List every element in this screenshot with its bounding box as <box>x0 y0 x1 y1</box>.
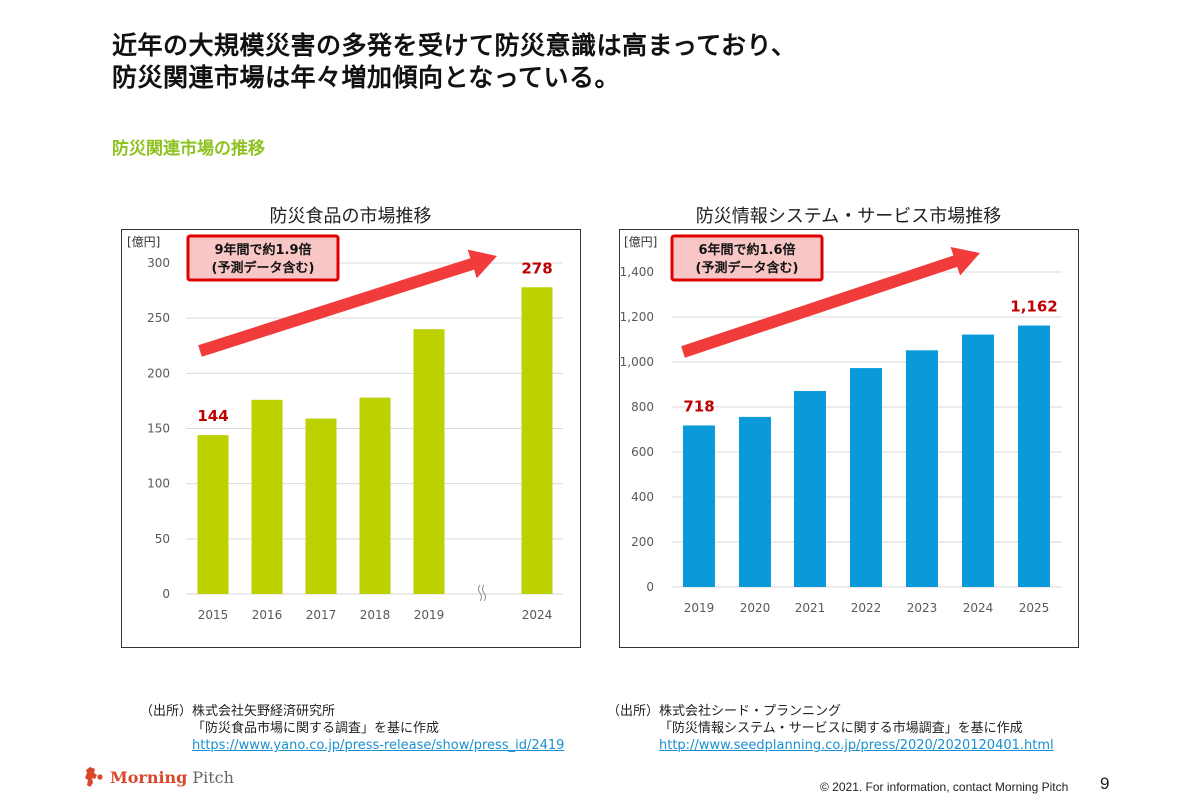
axis-break-symbol <box>482 584 486 602</box>
x-tick-label: 2021 <box>795 601 826 615</box>
source-report: 「防災食品市場に関する調査」を基に作成 <box>192 721 440 736</box>
source-report: 「防災情報システム・サービスに関する市場調査」を基に作成 <box>659 721 1023 736</box>
bar-2021 <box>794 391 826 587</box>
data-label: 718 <box>683 397 714 415</box>
bar-2025 <box>1018 325 1050 587</box>
chart-food: 0 50 100 150 200 250 300 [億円] 2015 2016 2017 2018 20… <box>127 234 563 622</box>
x-tick-label: 2019 <box>684 601 715 615</box>
bar-2019 <box>413 329 445 594</box>
y-tick-label: 1,400 <box>620 265 654 279</box>
bar-2023 <box>906 350 938 587</box>
chart-title-info: 防災情報システム・サービス市場推移 <box>695 206 1002 227</box>
source-link[interactable]: http://www.seedplanning.co.jp/press/2020… <box>659 738 1054 753</box>
x-tick-label: 2020 <box>740 601 771 615</box>
y-tick-label: 0 <box>646 580 654 594</box>
callout-line-2: (予測データ含む) <box>696 260 799 276</box>
y-tick-label: 0 <box>162 587 170 601</box>
y-tick-label: 600 <box>631 445 654 459</box>
section-title: 防災関連市場の推移 <box>112 139 265 159</box>
y-tick-label: 50 <box>155 532 170 546</box>
headline-line-1: 近年の大規模災害の多発を受けて防災意識は高まっており、 <box>112 31 797 60</box>
y-tick-label: 150 <box>147 422 170 436</box>
bar-2022 <box>850 368 882 587</box>
headline-line-2: 防災関連市場は年々増加傾向となっている。 <box>112 63 621 92</box>
x-tick-label: 2022 <box>851 601 882 615</box>
chart-info: 0 200 400 600 800 1,000 1,200 1,400 [億円] 2019 2020… <box>620 234 1062 615</box>
logo-text-pitch: Pitch <box>192 767 234 787</box>
y-tick-label: 100 <box>147 477 170 491</box>
growth-arrow <box>198 249 497 357</box>
y-tick-label: 800 <box>631 400 654 414</box>
bar-2016 <box>251 399 283 594</box>
unit-label: [億円] <box>624 235 657 249</box>
growth-arrow <box>681 246 980 358</box>
growth-callout <box>670 234 824 282</box>
morning-pitch-logo: Morning Pitch <box>84 766 234 788</box>
source-link[interactable]: https://www.yano.co.jp/press-release/sho… <box>192 738 565 753</box>
x-tick-label: 2018 <box>360 608 391 622</box>
y-tick-label: 300 <box>147 256 170 270</box>
bar-2024 <box>521 287 553 594</box>
bar-2018 <box>359 397 391 594</box>
x-tick-label: 2024 <box>522 608 553 622</box>
y-tick-label: 400 <box>631 490 654 504</box>
callout-line-1: 6年間で約1.6倍 <box>698 242 795 258</box>
x-tick-label: 2023 <box>907 601 938 615</box>
callout-line-2: (予測データ含む) <box>212 260 315 276</box>
logo-text-morning: Morning <box>110 767 188 787</box>
x-tick-label: 2024 <box>963 601 994 615</box>
x-tick-label: 2025 <box>1019 601 1050 615</box>
source-company: 株式会社矢野経済研究所 <box>192 704 336 719</box>
chart-title-food: 防災食品の市場推移 <box>269 206 432 227</box>
y-tick-label: 1,000 <box>620 355 654 369</box>
data-label: 1,162 <box>1010 298 1057 316</box>
axis-break-symbol <box>478 584 482 602</box>
y-tick-label: 1,200 <box>620 310 654 324</box>
bar-2024 <box>962 334 994 587</box>
bar-2017 <box>305 418 337 594</box>
y-tick-label: 250 <box>147 311 170 325</box>
x-tick-label: 2017 <box>306 608 337 622</box>
bar-2019 <box>683 425 715 587</box>
unit-label: [億円] <box>127 235 160 249</box>
copyright-text: © 2021. For information, contact Morning… <box>820 780 1069 794</box>
growth-callout <box>186 234 340 282</box>
headline: 近年の大規模災害の多発を受けて防災意識は高まっており、 防災関連市場は年々増加傾… <box>112 30 797 94</box>
source-label: （出所） <box>607 704 660 719</box>
logo-mark-icon <box>85 767 103 787</box>
source-company: 株式会社シード・プランニング <box>659 704 842 719</box>
x-tick-label: 2016 <box>252 608 283 622</box>
x-tick-label: 2015 <box>198 608 229 622</box>
bar-2015 <box>197 435 229 594</box>
data-label: 144 <box>197 407 228 425</box>
x-tick-label: 2019 <box>414 608 445 622</box>
source-label: （出所） <box>140 704 193 719</box>
callout-line-1: 9年間で約1.9倍 <box>214 242 311 258</box>
y-tick-label: 200 <box>631 535 654 549</box>
page-number: 9 <box>1100 774 1110 793</box>
data-label: 278 <box>521 259 552 277</box>
bar-2020 <box>739 416 771 587</box>
y-tick-label: 200 <box>147 366 170 380</box>
